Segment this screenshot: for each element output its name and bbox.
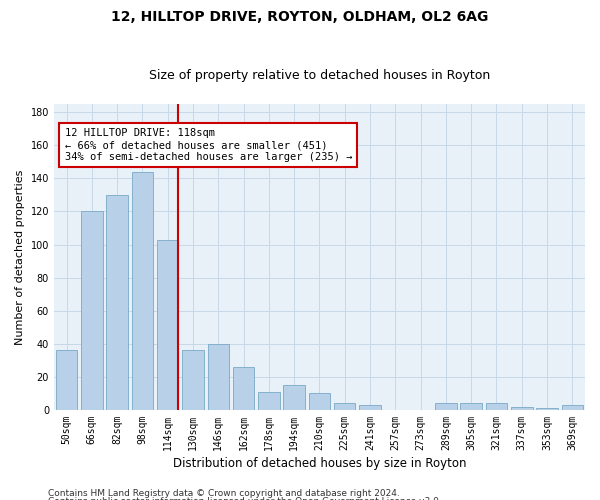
Text: 12 HILLTOP DRIVE: 118sqm
← 66% of detached houses are smaller (451)
34% of semi-: 12 HILLTOP DRIVE: 118sqm ← 66% of detach…	[65, 128, 352, 162]
Bar	[106, 195, 128, 410]
X-axis label: Distribution of detached houses by size in Royton: Distribution of detached houses by size …	[173, 457, 466, 470]
Bar	[359, 405, 381, 410]
Text: Contains public sector information licensed under the Open Government Licence v3: Contains public sector information licen…	[48, 497, 442, 500]
Bar	[536, 408, 558, 410]
Y-axis label: Number of detached properties: Number of detached properties	[15, 170, 25, 344]
Bar	[486, 404, 507, 410]
Bar	[562, 405, 583, 410]
Bar	[309, 394, 330, 410]
Bar	[258, 392, 280, 410]
Bar	[511, 406, 533, 410]
Bar	[81, 212, 103, 410]
Bar	[131, 172, 153, 410]
Text: Contains HM Land Registry data © Crown copyright and database right 2024.: Contains HM Land Registry data © Crown c…	[48, 488, 400, 498]
Bar	[283, 385, 305, 410]
Bar	[435, 404, 457, 410]
Bar	[233, 367, 254, 410]
Text: 12, HILLTOP DRIVE, ROYTON, OLDHAM, OL2 6AG: 12, HILLTOP DRIVE, ROYTON, OLDHAM, OL2 6…	[112, 10, 488, 24]
Bar	[56, 350, 77, 410]
Bar	[334, 404, 355, 410]
Bar	[182, 350, 204, 410]
Bar	[460, 404, 482, 410]
Bar	[208, 344, 229, 410]
Title: Size of property relative to detached houses in Royton: Size of property relative to detached ho…	[149, 69, 490, 82]
Bar	[157, 240, 178, 410]
